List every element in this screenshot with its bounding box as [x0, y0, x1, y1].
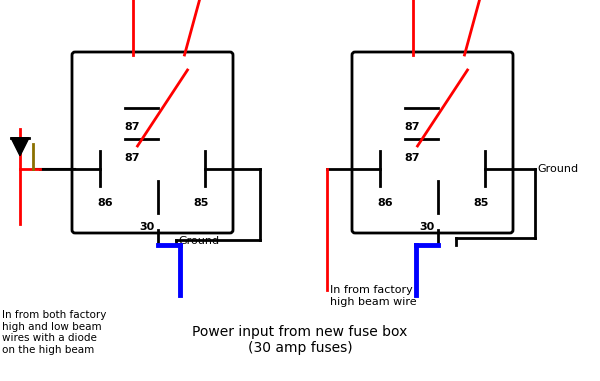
Polygon shape	[11, 138, 29, 156]
Text: 30: 30	[419, 223, 435, 232]
Text: 86: 86	[98, 198, 113, 208]
Text: Ground: Ground	[537, 164, 578, 174]
Text: 87: 87	[125, 153, 140, 163]
Text: 85: 85	[473, 198, 488, 208]
Text: 87: 87	[404, 153, 420, 163]
Text: In from both factory
high and low beam
wires with a diode
on the high beam: In from both factory high and low beam w…	[2, 310, 106, 355]
Text: Ground: Ground	[179, 236, 220, 246]
Text: Power input from new fuse box
(30 amp fuses): Power input from new fuse box (30 amp fu…	[193, 325, 407, 355]
Text: In from factory
high beam wire: In from factory high beam wire	[330, 285, 416, 307]
Text: 87: 87	[404, 122, 420, 131]
Text: 87: 87	[125, 122, 140, 131]
FancyBboxPatch shape	[72, 52, 233, 233]
FancyBboxPatch shape	[352, 52, 513, 233]
Text: 85: 85	[193, 198, 209, 208]
Text: 30: 30	[139, 223, 155, 232]
Text: 86: 86	[378, 198, 394, 208]
